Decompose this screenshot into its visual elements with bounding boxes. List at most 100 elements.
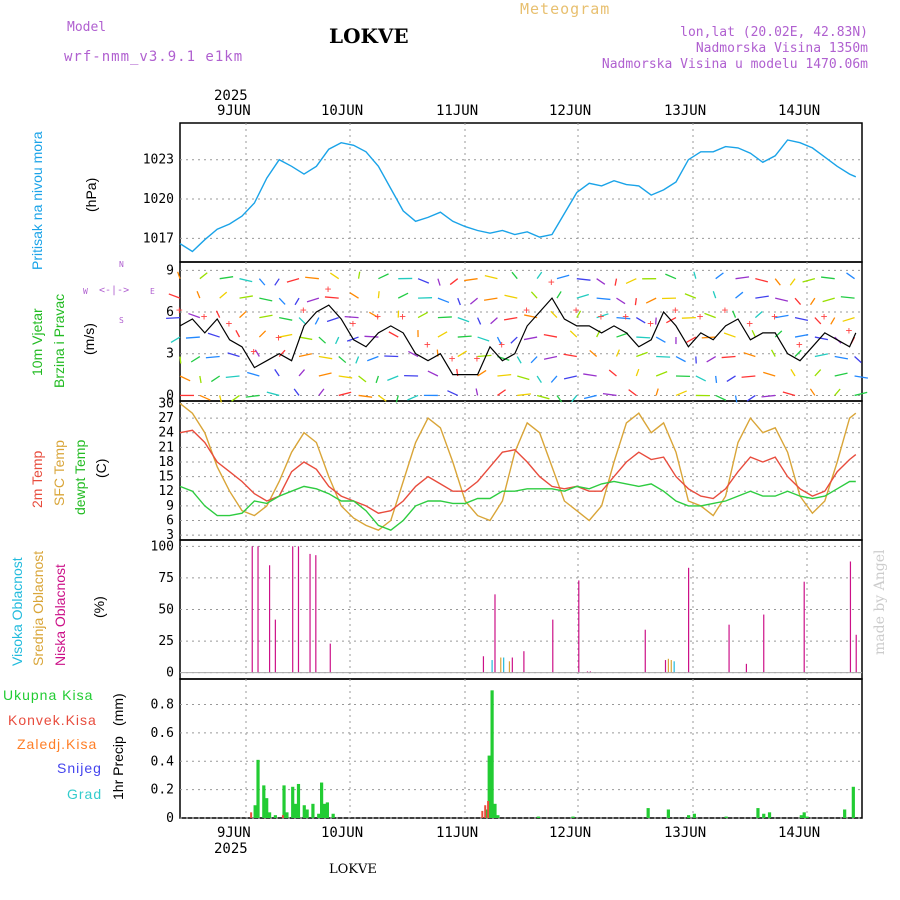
wind-ylabel: 10m Vjetar (29, 308, 45, 376)
wind-arrow (279, 316, 293, 321)
wind-arrow (239, 310, 247, 319)
precip-bar (322, 803, 327, 818)
wind-arrow (790, 368, 796, 377)
wind-arrow (656, 355, 671, 358)
wind-arrow (318, 372, 332, 377)
wind-arrow (809, 297, 816, 306)
wind-arrow (274, 368, 280, 377)
ytick-label: 0.2 (151, 783, 174, 798)
wind-arrow (616, 316, 631, 320)
wind-arrow (355, 356, 360, 364)
wind-arrow (447, 390, 459, 397)
wind-arrow (576, 278, 591, 281)
legend-conv-rain: Konvek.Kisa (8, 712, 97, 728)
wind-arrow (596, 313, 609, 319)
wind-arrow (746, 394, 756, 402)
gust-marker: + (598, 310, 605, 323)
wind-arrow (834, 355, 849, 360)
wind-arrow (625, 278, 637, 285)
wind-arrow (504, 294, 518, 299)
wind-arrow (645, 297, 657, 304)
wind-arrow (344, 315, 359, 319)
wind-arrow (210, 375, 221, 383)
lonlat-label: lon,lat (20.02E, 42.83N) (680, 25, 868, 40)
legend-total-rain: Ukupna Kisa (3, 687, 94, 703)
wind-arrow (188, 312, 201, 319)
wind-arrow (496, 336, 502, 345)
wind-arrow (477, 354, 492, 358)
wind-arrow (199, 375, 202, 384)
wind-arrow (490, 317, 498, 325)
wind-arrow (596, 297, 611, 301)
wind-arrow (298, 369, 306, 377)
wind-arrow (814, 336, 829, 341)
dewpt-line (179, 480, 856, 531)
wind-arrow (655, 371, 668, 377)
wind-arrow (293, 388, 300, 396)
wind-arrow (225, 375, 240, 379)
wind-arrow (324, 296, 339, 299)
precip-bar (320, 782, 324, 818)
precip-bar (571, 816, 575, 818)
ytick-label: 3 (166, 528, 174, 543)
wind-arrow (205, 355, 220, 359)
xtick-label-bottom: 10JUN (321, 825, 363, 841)
wind-arrow (258, 278, 266, 286)
xtick-label-bottom: 13JUN (664, 825, 706, 841)
wind-arrow (550, 375, 558, 383)
precip-bar (490, 690, 494, 818)
wind-arrow (628, 389, 637, 396)
footer-station: LOKVE (329, 862, 377, 877)
wind-arrow (809, 388, 816, 396)
wind-arrow (596, 278, 606, 285)
wind-arrow (755, 278, 769, 283)
wind-arrow (511, 271, 518, 280)
precip-bar (273, 815, 277, 818)
wind-arrow (517, 375, 530, 381)
wind-arrow (830, 317, 836, 325)
wind-arrow (247, 371, 260, 377)
wind-arrow (550, 310, 558, 319)
wind-arrow (834, 372, 848, 377)
wind-arrow (681, 316, 696, 319)
wind-arrow (179, 375, 191, 382)
wind-arrow (338, 356, 347, 364)
wind-arrow (571, 395, 578, 403)
wind-arrow (794, 316, 809, 321)
wind-arrow (378, 273, 389, 280)
ytick-label: 0 (166, 811, 174, 826)
ytick-label: 1020 (143, 192, 174, 207)
wind-arrow (675, 355, 686, 363)
gust-marker: + (548, 275, 555, 288)
ytick-label: 6 (166, 513, 174, 528)
ytick-label: 21 (158, 440, 174, 455)
wind-arrow (726, 375, 736, 383)
wind-arrow (754, 311, 763, 319)
precip-bar (666, 809, 670, 818)
wind-arrow (199, 394, 211, 401)
wind-arrow (794, 349, 802, 357)
precip-bar (302, 805, 306, 818)
compass-east: E (150, 287, 155, 296)
ytick-label: 18 (158, 455, 174, 470)
conv-precip-bar (250, 812, 253, 818)
wind-arrow (314, 317, 320, 325)
wind-arrow (407, 394, 419, 401)
pressure-ylabel: Pritisak na nivou mora (29, 131, 45, 270)
wind-arrow (616, 297, 626, 305)
wind-arrow (408, 350, 419, 358)
wind-arrow (329, 272, 340, 280)
xtick-label-bottom: 11JUN (436, 825, 478, 841)
precip-bar (724, 816, 728, 818)
wind-arrow (306, 297, 320, 303)
wind-arrow (437, 297, 450, 304)
wind-arrow (761, 394, 776, 398)
ytick-label: 6 (166, 305, 174, 320)
wind-arrow (437, 316, 452, 319)
wind-arrow (510, 336, 518, 344)
wind-arrow (556, 274, 570, 280)
precip-bar (256, 759, 260, 818)
precip-bar (311, 803, 315, 818)
legend-snow: Snijeg (57, 760, 102, 776)
legend-frozen-rain: Zaledj.Kisa (17, 736, 98, 752)
